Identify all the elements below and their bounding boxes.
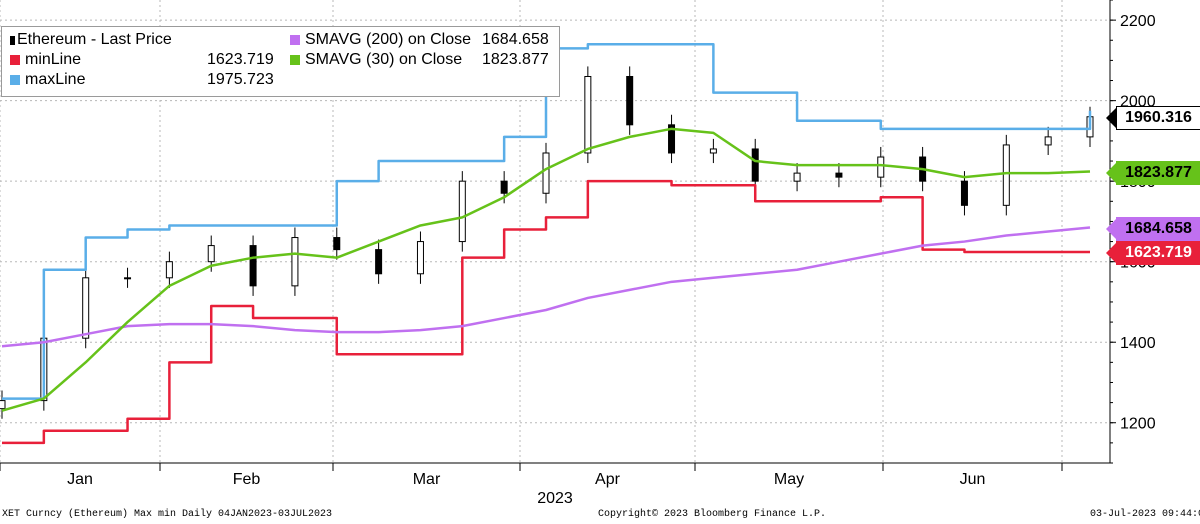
color-swatch-icon bbox=[10, 55, 20, 65]
series-layer bbox=[0, 43, 1094, 445]
candle-body bbox=[124, 277, 132, 280]
candle-body bbox=[207, 245, 215, 263]
legend-item-minline: minLine bbox=[10, 50, 81, 70]
footer-ticker: XET Curncy (Ethereum) Max min Daily 04JA… bbox=[2, 509, 333, 520]
x-tick-label: Jun bbox=[960, 471, 986, 488]
x-tick-label: Feb bbox=[233, 471, 261, 488]
candle-body bbox=[1044, 136, 1052, 146]
x-tick-label: Apr bbox=[595, 471, 621, 488]
candle-body bbox=[668, 124, 676, 154]
candle-body bbox=[877, 156, 885, 178]
candle-body bbox=[416, 241, 424, 275]
candle-body bbox=[249, 245, 257, 287]
legend-value: 1823.877 bbox=[482, 51, 549, 68]
legend-item-sma30: SMAVG (30) on Close bbox=[290, 50, 462, 70]
candle-body bbox=[709, 148, 717, 154]
candle-body bbox=[375, 249, 383, 275]
series-line bbox=[2, 179, 1090, 445]
sma30-tag: 1823.877 bbox=[1106, 160, 1200, 185]
chart-legend: Ethereum - Last Price minLine 1623.719 m… bbox=[1, 26, 560, 97]
candle-body bbox=[793, 172, 801, 182]
color-swatch-icon bbox=[10, 75, 20, 85]
y-tick-label: 1200 bbox=[1120, 416, 1156, 433]
legend-label: SMAVG (30) on Close bbox=[305, 51, 463, 68]
candle-body bbox=[333, 237, 341, 251]
candle-body bbox=[1002, 144, 1010, 206]
legend-value: 1975.723 bbox=[207, 71, 274, 88]
candle-icon bbox=[10, 35, 15, 45]
x-tick-label: Jan bbox=[67, 471, 93, 488]
x-tick-label: Mar bbox=[413, 471, 441, 488]
footer-copyright: Copyright© 2023 Bloomberg Finance L.P. bbox=[598, 509, 827, 520]
candle-body bbox=[291, 237, 299, 287]
y-tick-label: 1400 bbox=[1120, 335, 1156, 352]
candle-body bbox=[960, 180, 968, 206]
legend-value: 1623.719 bbox=[207, 51, 274, 68]
minline-tag: 1623.719 bbox=[1106, 241, 1200, 266]
candle-body bbox=[500, 180, 508, 194]
legend-label: SMAVG (200) on Close bbox=[305, 31, 471, 48]
legend-value: 1684.658 bbox=[482, 31, 549, 48]
x-axis-title: 2023 bbox=[537, 490, 573, 507]
footer-timestamp: 03-Jul-2023 09:44:04 bbox=[1090, 509, 1200, 520]
series-line bbox=[2, 43, 1092, 400]
legend-item-sma200: SMAVG (200) on Close bbox=[290, 30, 471, 50]
candle-body bbox=[626, 75, 634, 126]
candle-body bbox=[165, 261, 173, 279]
legend-item-price: Ethereum - Last Price bbox=[10, 30, 172, 50]
candle-body bbox=[542, 152, 550, 194]
candle-body bbox=[584, 75, 592, 154]
color-swatch-icon bbox=[290, 35, 300, 45]
legend-label: maxLine bbox=[25, 71, 86, 88]
series-line bbox=[1, 226, 1091, 348]
legend-item-maxline: maxLine bbox=[10, 70, 85, 90]
legend-label: Ethereum - Last Price bbox=[17, 31, 172, 48]
last-price-tag: 1960.316 bbox=[1106, 105, 1200, 130]
y-tick-label: 2200 bbox=[1120, 13, 1156, 30]
legend-label: minLine bbox=[25, 51, 82, 68]
candle-body bbox=[835, 172, 843, 178]
candle-body bbox=[751, 148, 759, 182]
color-swatch-icon bbox=[290, 55, 300, 65]
series-line bbox=[1, 127, 1091, 412]
candle-body bbox=[82, 277, 90, 339]
x-tick-label: May bbox=[774, 471, 804, 488]
grid bbox=[0, 0, 1110, 463]
candle-body bbox=[458, 180, 466, 243]
sma200-tag: 1684.658 bbox=[1106, 216, 1200, 241]
candle-body bbox=[0, 400, 6, 410]
